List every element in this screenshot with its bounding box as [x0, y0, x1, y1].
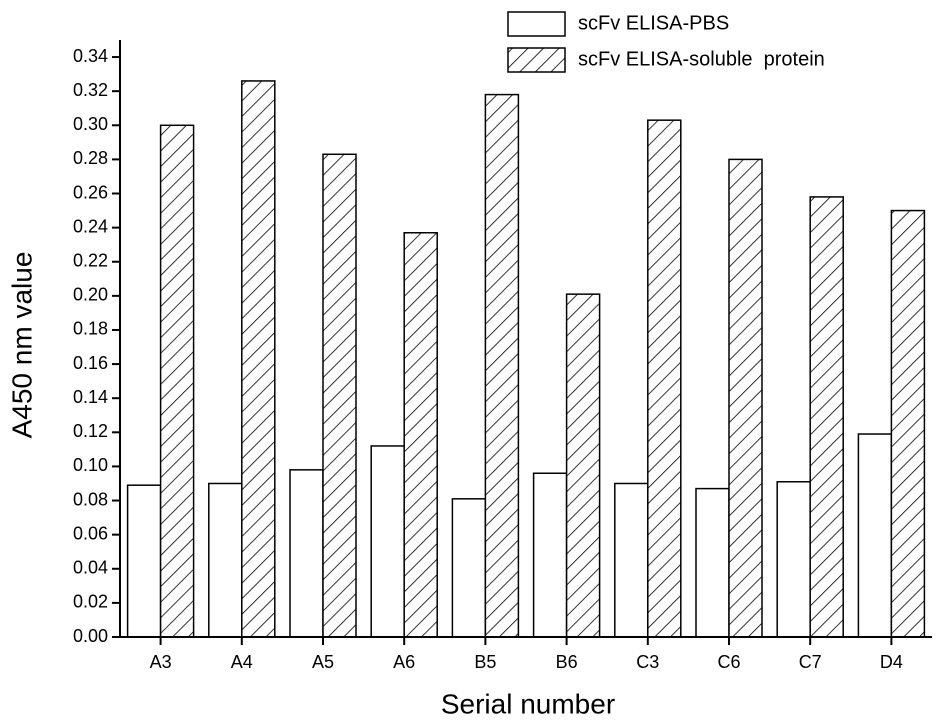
bar	[647, 119, 682, 638]
y-tick-label: 0.14	[73, 387, 108, 407]
y-tick-label: 0.02	[73, 592, 108, 612]
bar	[451, 498, 487, 638]
y-tick-label: 0.24	[73, 216, 108, 236]
y-tick-label: 0.32	[73, 80, 108, 100]
bar	[126, 484, 162, 638]
x-tick-label: C6	[717, 652, 740, 672]
x-tick-label: A4	[231, 652, 253, 672]
x-tick-label: C3	[636, 652, 659, 672]
y-tick-label: 0.30	[73, 114, 108, 134]
bar	[208, 482, 243, 638]
bar	[695, 487, 730, 638]
legend-text: scFv ELISA-PBS	[578, 12, 729, 34]
legend-text: scFv ELISA-soluble protein	[578, 48, 825, 70]
x-tick-label: A6	[393, 652, 415, 672]
x-axis-title: Serial number	[441, 688, 615, 719]
bar	[484, 93, 520, 638]
y-tick-label: 0.12	[73, 421, 108, 441]
bar	[809, 196, 844, 638]
bar	[776, 481, 811, 638]
bar	[728, 158, 763, 638]
y-tick-label: 0.10	[73, 455, 108, 475]
y-tick-label: 0.20	[73, 285, 108, 305]
y-tick-label: 0.28	[73, 148, 108, 168]
legend-swatch	[507, 47, 566, 73]
y-tick-label: 0.18	[73, 319, 108, 339]
bar	[403, 231, 438, 638]
bar	[370, 445, 405, 638]
y-tick-label: 0.06	[73, 523, 108, 543]
y-tick-label: 0.34	[73, 46, 108, 66]
bar	[857, 433, 893, 638]
bar	[241, 80, 276, 638]
y-tick-label: 0.26	[73, 182, 108, 202]
x-tick-label: B5	[474, 652, 496, 672]
bar	[565, 293, 601, 638]
bar	[289, 469, 324, 638]
x-tick-label: D4	[880, 652, 903, 672]
x-tick-label: C7	[799, 652, 822, 672]
bar	[532, 472, 568, 638]
x-tick-label: B6	[556, 652, 578, 672]
y-axis-title: A450 nm value	[6, 252, 37, 439]
y-tick-label: 0.00	[73, 626, 108, 646]
bar	[322, 153, 357, 638]
bar	[159, 124, 195, 638]
y-tick-label: 0.22	[73, 250, 108, 270]
bar	[614, 482, 649, 638]
x-tick-label: A5	[312, 652, 334, 672]
x-tick-label: A3	[150, 652, 172, 672]
y-tick-label: 0.04	[73, 558, 108, 578]
y-tick-label: 0.08	[73, 489, 108, 509]
y-tick-label: 0.16	[73, 353, 108, 373]
legend-swatch	[507, 11, 566, 37]
bar	[890, 209, 926, 638]
